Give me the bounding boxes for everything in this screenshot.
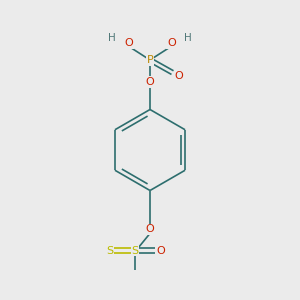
- Text: S: S: [131, 245, 139, 256]
- Text: O: O: [146, 77, 154, 87]
- Text: O: O: [146, 224, 154, 235]
- Text: O: O: [175, 70, 184, 81]
- Text: S: S: [106, 245, 113, 256]
- Text: H: H: [108, 33, 116, 43]
- Text: O: O: [167, 38, 176, 49]
- Text: P: P: [147, 55, 153, 65]
- Text: O: O: [124, 38, 133, 49]
- Text: O: O: [156, 245, 165, 256]
- Text: H: H: [184, 33, 192, 43]
